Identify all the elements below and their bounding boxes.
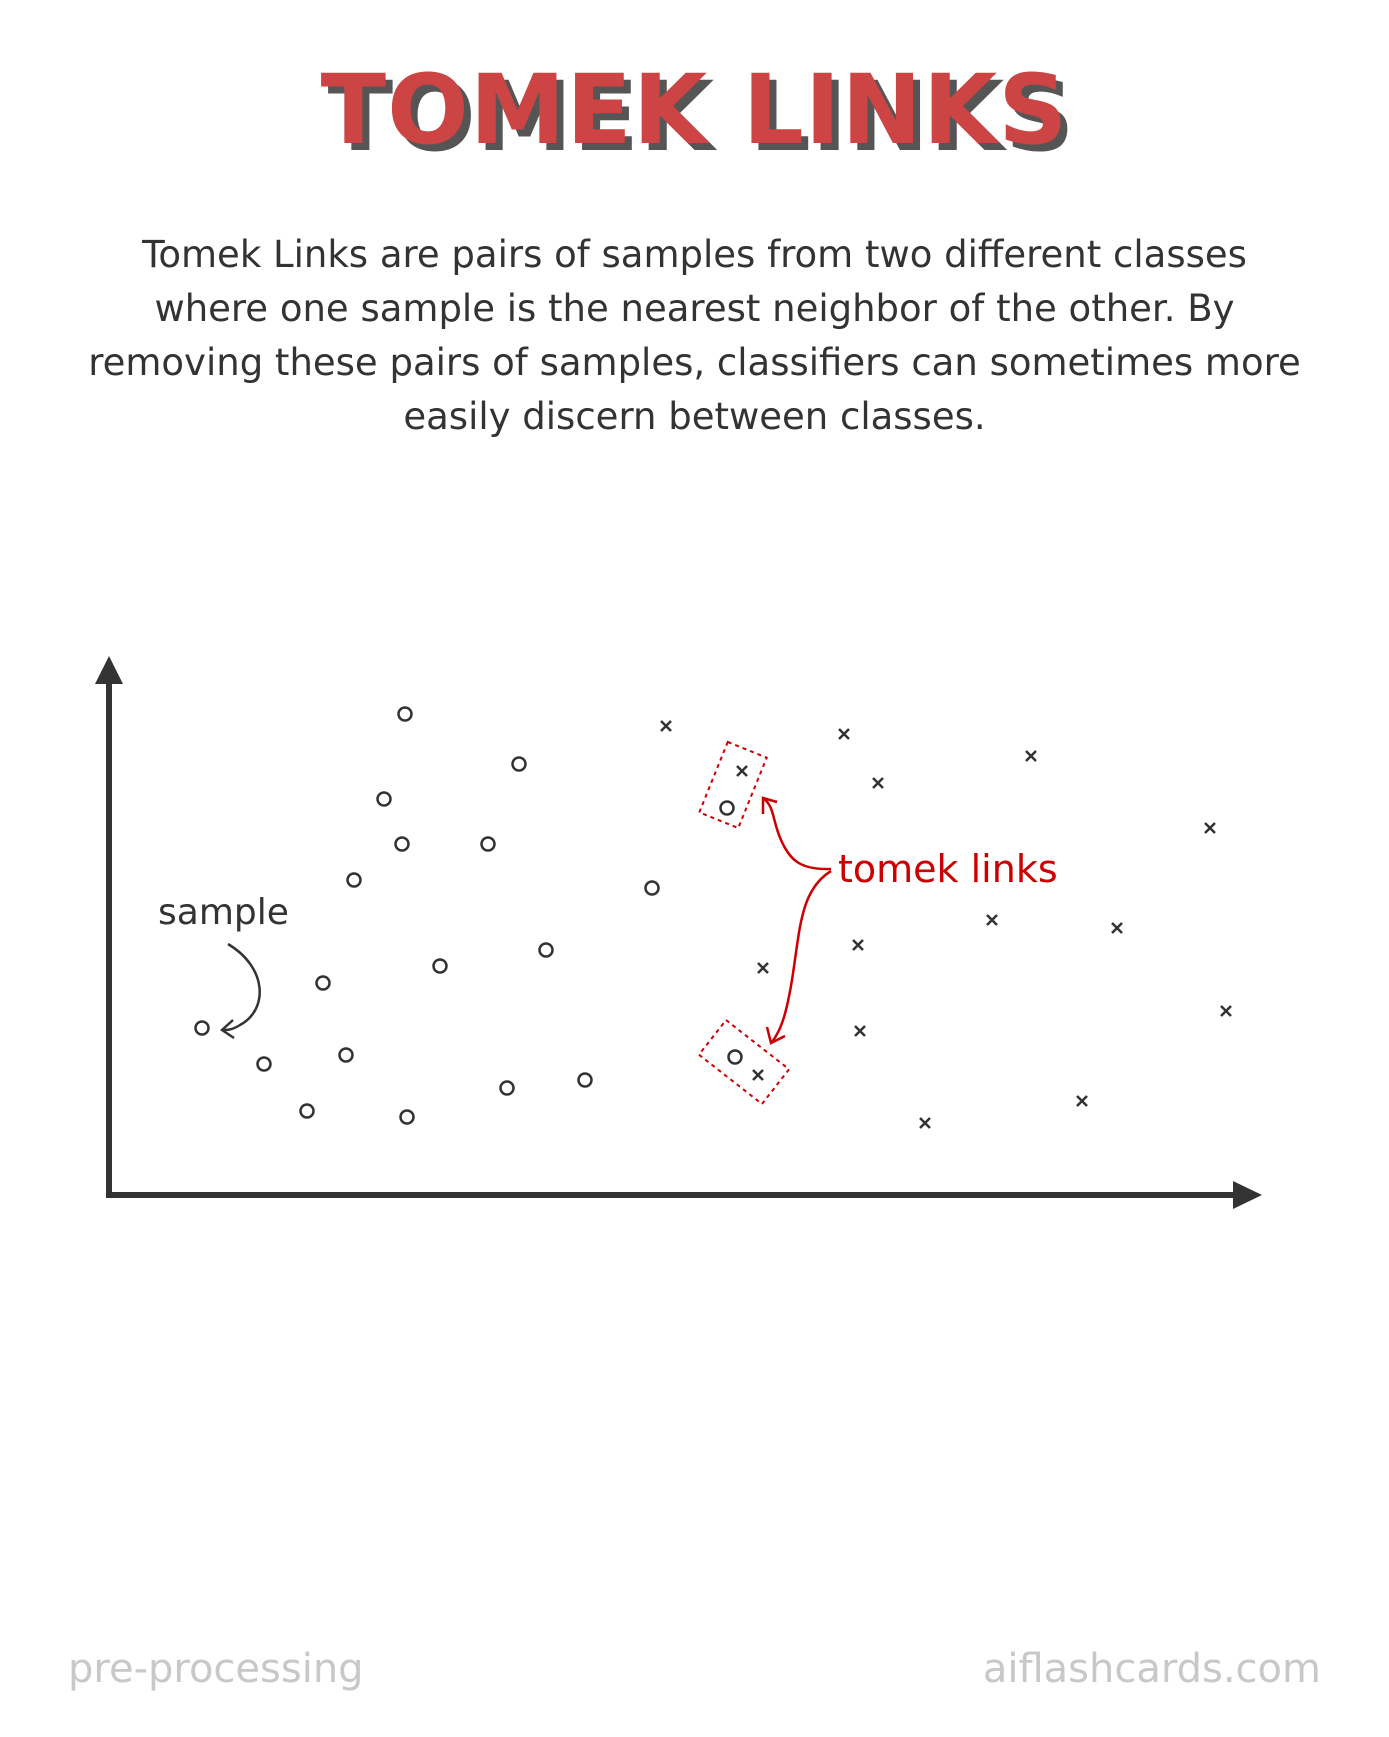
tomek-arrow-bottom [770, 869, 832, 1044]
tomek-annotation: tomek links [761, 796, 1058, 1045]
cross-sample [660, 720, 672, 732]
tomek-arrowhead-top [761, 796, 778, 814]
cross-sample [872, 777, 884, 789]
cross-sample [854, 1025, 866, 1037]
x-axis-arrowhead [1233, 1181, 1262, 1209]
tomek-link-top [697, 740, 769, 830]
cross-sample [757, 962, 769, 974]
cross-sample [986, 914, 998, 926]
axes [95, 656, 1262, 1209]
circle-sample [299, 1103, 315, 1119]
circle-sample [727, 1049, 743, 1065]
cross-sample [1204, 822, 1216, 834]
circle-sample [480, 836, 496, 852]
tomek-link-box [697, 1018, 791, 1106]
tomek-link-bottom [697, 1018, 791, 1106]
cross-sample [736, 765, 748, 777]
circle-sample [499, 1080, 515, 1096]
cross-sample [919, 1117, 931, 1129]
circle-sample [644, 880, 660, 896]
tomek-arrow-top [762, 797, 832, 871]
circle-sample [432, 958, 448, 974]
footer-site: aiflashcards.com [982, 1646, 1321, 1692]
circle-sample [397, 706, 413, 722]
cross-sample [1076, 1095, 1088, 1107]
circle-sample [538, 942, 554, 958]
cross-sample [1025, 750, 1037, 762]
tomek-arrowhead-bottom [765, 1026, 786, 1045]
cross-sample [838, 728, 850, 740]
sample-arrow [221, 942, 261, 1032]
sample-annotation: sample [158, 892, 289, 1040]
sample-label: sample [158, 892, 289, 933]
description: Tomek Links are pairs of samples from tw… [88, 233, 1301, 438]
tomek-link-box [697, 740, 769, 830]
circle-sample [577, 1072, 593, 1088]
circle-sample [399, 1109, 415, 1125]
page-title: TOMEK LINKS [320, 54, 1069, 166]
circle-sample [394, 836, 410, 852]
footer-category: pre-processing [68, 1646, 364, 1692]
y-axis-arrowhead [95, 656, 123, 684]
circle-sample [346, 872, 362, 888]
circle-sample [338, 1047, 354, 1063]
circle-sample [315, 975, 331, 991]
circle-sample [719, 800, 735, 816]
circle-sample [376, 791, 392, 807]
cross-sample [1111, 922, 1123, 934]
class-a-samples [194, 706, 743, 1125]
tomek-label: tomek links [838, 847, 1058, 891]
circle-sample [511, 756, 527, 772]
cross-sample [1220, 1005, 1232, 1017]
cross-sample [752, 1069, 764, 1081]
cross-sample [852, 939, 864, 951]
circle-sample [256, 1056, 272, 1072]
class-b-samples [660, 720, 1232, 1129]
circle-sample [194, 1020, 210, 1036]
sample-arrowhead [219, 1019, 235, 1040]
